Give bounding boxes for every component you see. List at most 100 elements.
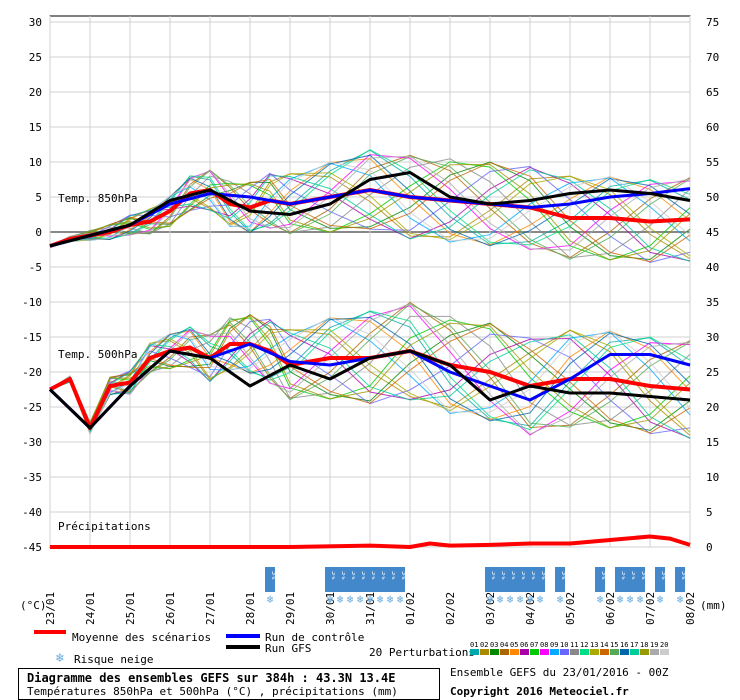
snow-risk-pct: 5% [330,571,338,580]
run-info: Ensemble GEFS du 23/01/2016 - 00Z [450,666,669,679]
perturbation-swatch [540,649,549,655]
snowflake-icon: ❄ [517,593,524,606]
snow-risk-pct: 5% [350,571,358,580]
perturbation-swatch [510,649,519,655]
perturbation-line [49,155,691,251]
panel-label-precip: Précipitations [58,520,151,533]
perturbation-id: 07 [530,641,539,649]
legend-gfs-label: Run GFS [265,642,312,655]
perturbation-swatch [500,649,509,655]
perturbation-line [49,161,691,247]
date-tick-label: 28/01 [244,592,257,625]
snowflake-icon: ❄ [387,593,394,606]
snow-risk-pct: 5% [270,571,278,580]
snowflake-icon: ❄ [267,593,274,606]
legend-control-swatch [226,634,260,638]
perturbation-line [49,329,691,435]
series-line [49,342,691,430]
date-tick-label: 06/02 [604,592,617,625]
snow-risk-badge [345,567,355,592]
perturbation-swatch [630,649,639,655]
right-tick-label: 40 [706,261,719,274]
perturbation-swatch [530,649,539,655]
panel-label-t500: Temp. 500hPa [58,348,137,361]
left-tick-label: -10 [22,296,42,309]
snowflake-icon: ❄ [377,593,384,606]
right-tick-label: 35 [706,296,719,309]
perturbation-line [49,169,691,262]
perturbation-line [49,161,691,261]
left-tick-label: -35 [22,471,42,484]
snowflake-icon: ❄ [487,593,494,606]
title-box: Diagramme des ensembles GEFS sur 384h : … [18,668,440,700]
snow-risk-badge [595,567,605,592]
left-tick-label: 30 [29,16,42,29]
snowflake-icon: ❄ [597,593,604,606]
legend-snow-label: Risque neige [74,653,154,666]
legend-control-label: Run de contrôle [265,631,365,644]
date-tick-label: 30/01 [324,592,337,625]
snow-risk-pct: 5% [660,571,668,580]
perturbation-id: 14 [600,641,609,649]
snow-risk-pct: 5% [560,571,568,580]
perturbation-line [49,149,691,247]
left-tick-label: -30 [22,436,42,449]
perturbation-id: 13 [590,641,599,649]
chart-title: Diagramme des ensembles GEFS sur 384h : … [27,671,396,685]
panel-label-t850: Temp. 850hPa [58,192,137,205]
snow-risk-badge [525,567,535,592]
right-tick-label: 70 [706,51,719,64]
series-line [49,187,691,248]
perturbation-swatch [520,649,529,655]
left-tick-label: -40 [22,506,42,519]
perturbation-id: 06 [520,641,529,649]
perturbation-swatch [480,649,489,655]
right-unit-label: (mm) [700,599,727,612]
date-tick-label: 27/01 [204,592,217,625]
right-tick-label: 60 [706,121,719,134]
snow-risk-badge [385,567,395,592]
date-tick-label: 24/01 [84,592,97,625]
date-tick-label: 01/02 [404,592,417,625]
legend-mean-swatch [34,630,66,634]
snowflake-icon: ❄ [347,593,354,606]
snow-risk-badge [495,567,505,592]
date-tick-label: 02/02 [444,592,457,625]
perturbation-swatch [620,649,629,655]
snowflake-icon: ❄ [627,593,634,606]
perturbation-id: 17 [630,641,639,649]
snow-risk-pct: 5% [360,571,368,580]
snow-risk-pct: 5% [640,571,648,580]
perturbation-line [49,314,691,434]
snowflake-icon: ❄ [557,593,564,606]
perturbation-id: 12 [580,641,589,649]
snow-risk-badge [535,567,545,592]
perturbation-swatch [570,649,579,655]
right-tick-label: 10 [706,471,719,484]
left-tick-label: -15 [22,331,42,344]
snow-risk-badge [365,567,375,592]
right-tick-label: 0 [706,541,713,554]
snow-risk-badge [355,567,365,592]
perturbation-id: 19 [650,641,659,649]
perturbation-id: 20 [660,641,669,649]
snow-risk-pct: 5% [630,571,638,580]
date-tick-label: 04/02 [524,592,537,625]
snow-risk-badge [395,567,405,592]
snow-risk-badge [655,567,665,592]
perturbation-id: 15 [610,641,619,649]
date-tick-label: 08/02 [684,592,697,625]
snowflake-icon: ❄ [497,593,504,606]
left-tick-label: 25 [29,51,42,64]
snowflake-icon: ❄ [657,593,664,606]
date-tick-label: 23/01 [44,592,57,625]
right-tick-label: 30 [706,331,719,344]
legend-gfs-swatch [226,645,260,649]
perturbation-id: 02 [480,641,489,649]
snow-risk-pct: 5% [400,571,408,580]
left-unit-label: (°C) [20,599,47,612]
right-tick-label: 5 [706,506,713,519]
perturbation-id: 04 [500,641,509,649]
right-tick-label: 45 [706,226,719,239]
